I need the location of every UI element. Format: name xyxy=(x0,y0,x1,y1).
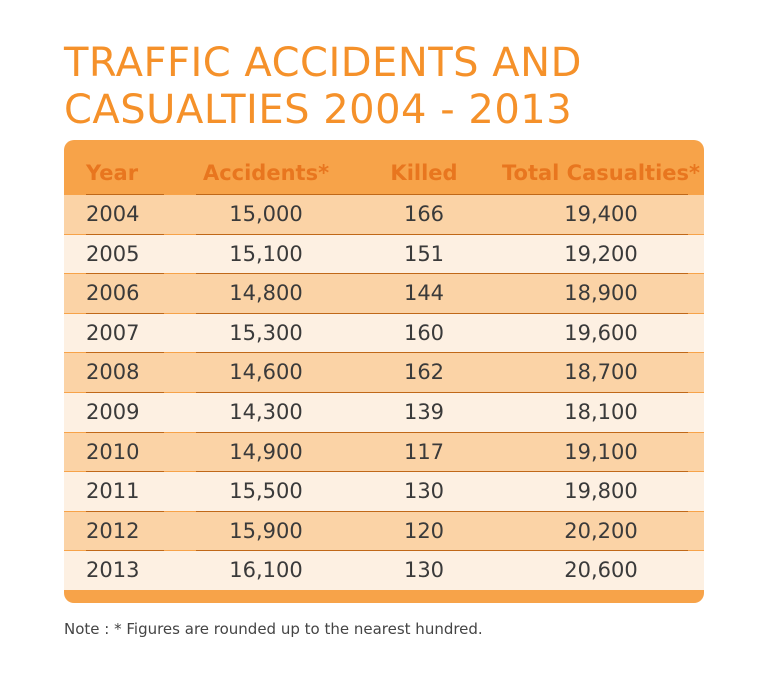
table-cell: 14,300 xyxy=(229,400,303,424)
title-line-2: CASUALTIES 2004 - 2013 xyxy=(64,87,573,133)
table-cell: 20,200 xyxy=(564,518,638,543)
table-cell: 130 xyxy=(403,558,445,583)
column-header: Total Casualties* xyxy=(501,161,701,185)
table-cell: 166 xyxy=(403,202,445,226)
table-row xyxy=(64,234,704,274)
table-cell: 15,900 xyxy=(229,518,303,543)
table-cell: 2013 xyxy=(86,558,140,583)
table-cell: 14,800 xyxy=(229,281,303,306)
footnote: Note : * Figures are rounded up to the n… xyxy=(64,620,483,638)
title-line-1: TRAFFIC ACCIDENTS AND xyxy=(64,40,582,86)
table-cell: 16,100 xyxy=(229,558,303,583)
table-cell: 2006 xyxy=(86,281,140,306)
table-row xyxy=(64,551,704,590)
table-cell: 2010 xyxy=(86,439,140,464)
page-title: TRAFFIC ACCIDENTS AND CASUALTIES 2004 - … xyxy=(64,40,704,134)
table-cell: 144 xyxy=(403,281,445,306)
table-row xyxy=(64,195,704,234)
table-cell: 162 xyxy=(403,360,445,385)
table-cell: 2005 xyxy=(86,241,140,266)
table-cell: 18,100 xyxy=(564,400,638,424)
row-divider xyxy=(86,312,164,314)
table-cell: 2008 xyxy=(86,360,140,385)
table-cell: 160 xyxy=(403,320,445,345)
table-cell: 18,700 xyxy=(564,360,638,385)
table-cell: 19,800 xyxy=(564,479,638,504)
row-divider xyxy=(196,233,688,235)
table-cell: 15,000 xyxy=(229,202,303,226)
table-cell: 15,100 xyxy=(229,241,303,266)
column-header: Killed xyxy=(390,161,458,185)
table-row xyxy=(64,511,704,551)
row-divider xyxy=(86,471,164,473)
row-divider xyxy=(86,273,164,275)
table-cell: 18,900 xyxy=(564,281,638,306)
table-cell: 14,900 xyxy=(229,439,303,464)
table-cell: 19,600 xyxy=(564,320,638,345)
row-divider xyxy=(196,550,688,552)
row-divider xyxy=(196,471,688,473)
row-divider xyxy=(86,233,164,235)
row-divider xyxy=(86,510,164,512)
row-divider xyxy=(196,431,688,433)
row-divider xyxy=(196,312,688,314)
table-cell: 2011 xyxy=(86,479,140,504)
table-cell: 2007 xyxy=(86,320,140,345)
row-divider xyxy=(86,194,164,195)
table-cell: 117 xyxy=(403,439,445,464)
table-cell: 2012 xyxy=(86,518,140,543)
table-cell: 2009 xyxy=(86,400,140,424)
table-cell: 14,600 xyxy=(229,360,303,385)
table-row xyxy=(64,472,704,511)
row-divider xyxy=(86,392,164,393)
table-cell: 2004 xyxy=(86,202,140,226)
table-cell: 15,500 xyxy=(229,479,303,504)
table-row xyxy=(64,274,704,313)
table-cell: 20,600 xyxy=(564,558,638,583)
row-divider xyxy=(196,510,688,512)
table-row xyxy=(64,313,704,353)
table-cell: 139 xyxy=(403,400,445,424)
table-cell: 19,100 xyxy=(564,439,638,464)
row-divider xyxy=(86,550,164,552)
table-cell: 120 xyxy=(403,518,445,543)
column-header: Year xyxy=(86,161,139,185)
table-cell: 15,300 xyxy=(229,320,303,345)
row-divider xyxy=(86,431,164,433)
row-divider xyxy=(196,392,688,393)
table-row xyxy=(64,432,704,472)
table-cell: 19,400 xyxy=(564,202,638,226)
table-row xyxy=(64,393,704,432)
row-divider xyxy=(196,352,688,354)
table-cell: 130 xyxy=(403,479,445,504)
table-cell: 151 xyxy=(403,241,445,266)
table-row xyxy=(64,353,704,392)
table-cell: 19,200 xyxy=(564,241,638,266)
column-header: Accidents* xyxy=(202,161,330,185)
row-divider xyxy=(196,273,688,275)
row-divider xyxy=(86,352,164,354)
row-divider xyxy=(196,194,688,195)
